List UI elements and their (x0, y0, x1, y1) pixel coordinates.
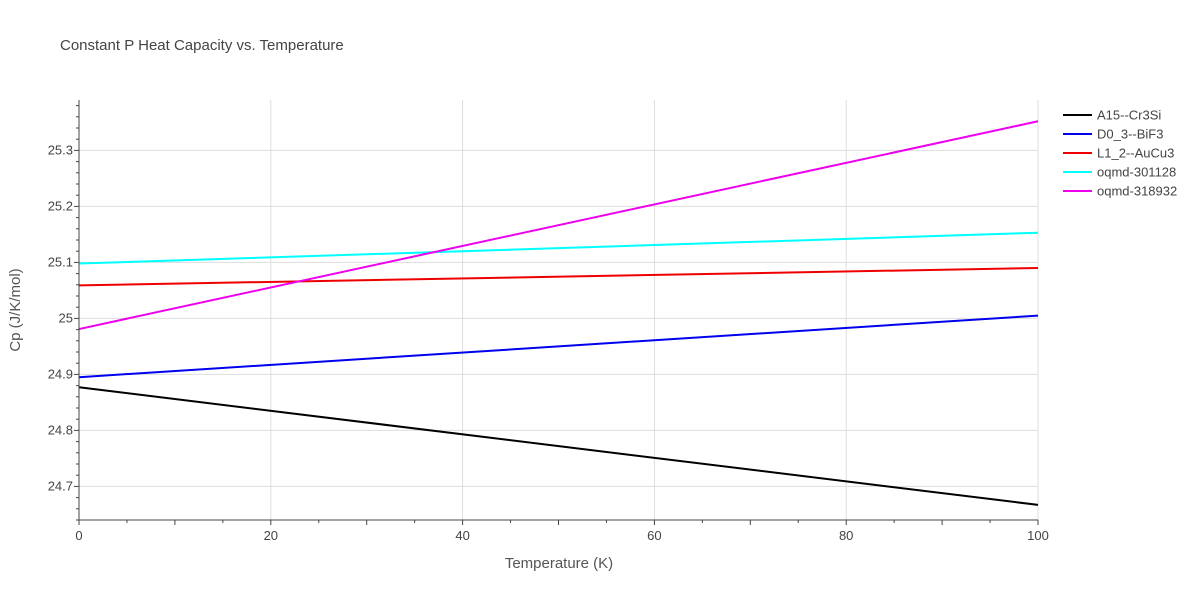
x-axis-title: Temperature (K) (505, 555, 613, 572)
series-line-2[interactable] (78, 267, 1039, 287)
y-axis-title: Cp (J/K/mol) (7, 268, 24, 351)
x-tick-label: 100 (1027, 528, 1049, 543)
legend-label: A15--Cr3Si (1097, 108, 1161, 123)
y-tick-label: 25.2 (48, 198, 73, 213)
y-tick-label: 25.3 (48, 142, 73, 157)
legend-label: D0_3--BiF3 (1097, 127, 1163, 142)
series-line-3[interactable] (78, 231, 1039, 265)
legend-item[interactable]: A15--Cr3Si (1063, 108, 1161, 123)
x-tick-label: 40 (455, 528, 469, 543)
axes (74, 100, 1039, 525)
series-line-0[interactable] (78, 386, 1039, 506)
x-tick-label: 80 (839, 528, 853, 543)
x-tick-label: 60 (647, 528, 661, 543)
y-tick-label: 24.8 (48, 422, 73, 437)
y-tick-label: 25.1 (48, 254, 73, 269)
legend-item[interactable]: oqmd-301128 (1063, 165, 1176, 180)
legend-item[interactable]: D0_3--BiF3 (1063, 127, 1163, 142)
y-tick-label: 25 (59, 310, 73, 325)
y-tick-label: 24.7 (48, 478, 73, 493)
legend-label: L1_2--AuCu3 (1097, 146, 1174, 161)
x-tick-labels: 0 20 40 60 80 100 (75, 528, 1048, 543)
y-tick-label: 24.9 (48, 366, 73, 381)
plot-area[interactable] (78, 120, 1039, 506)
x-tick-label: 0 (75, 528, 82, 543)
series-line-4[interactable] (78, 120, 1039, 331)
legend-label: oqmd-301128 (1097, 165, 1176, 180)
legend-label: oqmd-318932 (1097, 184, 1177, 199)
legend-item[interactable]: oqmd-318932 (1063, 184, 1177, 199)
x-tick-label: 20 (264, 528, 278, 543)
legend[interactable]: A15--Cr3Si D0_3--BiF3 L1_2--AuCu3 oqmd-3011… (1063, 108, 1177, 199)
legend-item[interactable]: L1_2--AuCu3 (1063, 146, 1174, 161)
y-tick-labels: 24.7 24.8 24.9 25 25.1 25.2 25.3 (48, 142, 73, 493)
x-gridlines (270, 100, 1039, 520)
series-line-1[interactable] (78, 314, 1039, 379)
chart-title: Constant P Heat Capacity vs. Temperature (60, 37, 344, 54)
y-gridlines (79, 149, 1038, 487)
